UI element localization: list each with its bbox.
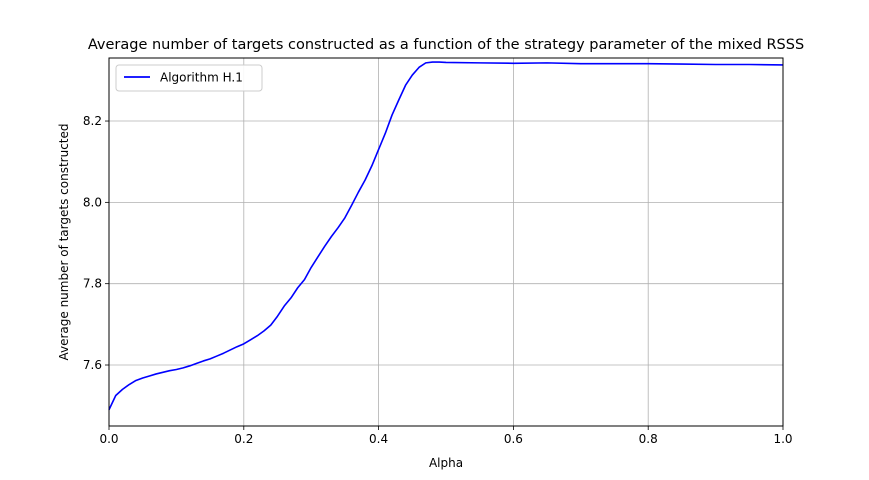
legend: Algorithm H.1	[115, 64, 263, 92]
y-axis-label: Average number of targets constructed	[57, 123, 71, 360]
chart-title: Average number of targets constructed as…	[88, 37, 804, 53]
x-tick-label: 0.4	[369, 432, 388, 446]
x-tick-label: 0.6	[504, 432, 523, 446]
x-tick-label: 0.8	[639, 432, 658, 446]
plot-frame	[108, 57, 784, 427]
grid-lines	[108, 58, 784, 426]
series-lines	[108, 61, 784, 411]
x-tick-label: 1.0	[773, 432, 792, 446]
y-tick-label: 7.8	[83, 277, 102, 291]
y-tick-label: 8.0	[83, 195, 102, 209]
series-line-algorithm-h1	[108, 61, 784, 411]
x-tick-label: 0.0	[99, 432, 118, 446]
y-tick-label: 7.6	[83, 358, 102, 372]
x-axis-label: Alpha	[429, 456, 463, 470]
legend-label: Algorithm H.1	[160, 71, 243, 85]
x-axis-ticks: 0.0 0.2 0.4 0.6 0.8 1.0	[99, 426, 793, 446]
x-tick-label: 0.2	[234, 432, 253, 446]
y-tick-label: 8.2	[83, 114, 102, 128]
y-axis-ticks: 7.6 7.8 8.0 8.2	[83, 114, 109, 372]
legend-box	[115, 64, 263, 92]
